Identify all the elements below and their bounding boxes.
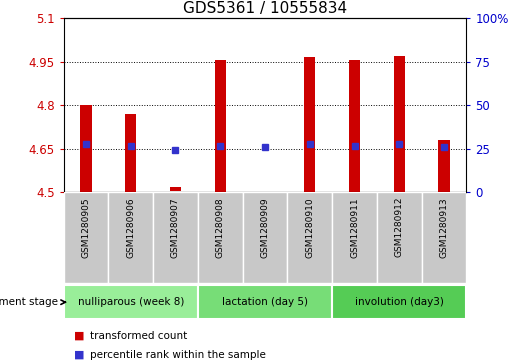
Bar <box>64 285 198 319</box>
Bar <box>81 105 92 192</box>
Bar <box>304 57 315 192</box>
Text: transformed count: transformed count <box>90 331 187 341</box>
Text: GSM1280909: GSM1280909 <box>261 197 269 258</box>
Bar <box>349 60 360 192</box>
Bar <box>170 187 181 191</box>
Text: GSM1280910: GSM1280910 <box>305 197 314 258</box>
Title: GDS5361 / 10555834: GDS5361 / 10555834 <box>183 1 347 16</box>
Bar <box>108 192 153 283</box>
Text: ■: ■ <box>74 331 85 341</box>
Text: involution (day3): involution (day3) <box>355 297 444 307</box>
Bar <box>394 56 405 192</box>
Text: GSM1280906: GSM1280906 <box>126 197 135 258</box>
Bar <box>125 114 136 192</box>
Text: GSM1280911: GSM1280911 <box>350 197 359 258</box>
Bar <box>422 192 466 283</box>
Bar <box>287 192 332 283</box>
Bar <box>332 285 466 319</box>
Bar <box>64 192 108 283</box>
Bar <box>198 192 243 283</box>
Bar <box>438 140 449 192</box>
Bar <box>377 192 422 283</box>
Bar <box>198 285 332 319</box>
Text: GSM1280912: GSM1280912 <box>395 197 404 257</box>
Text: ■: ■ <box>74 350 85 360</box>
Bar <box>215 60 226 192</box>
Text: GSM1280908: GSM1280908 <box>216 197 225 258</box>
Text: GSM1280905: GSM1280905 <box>82 197 91 258</box>
Text: lactation (day 5): lactation (day 5) <box>222 297 308 307</box>
Text: GSM1280907: GSM1280907 <box>171 197 180 258</box>
Text: GSM1280913: GSM1280913 <box>439 197 448 258</box>
Bar <box>243 192 287 283</box>
Text: nulliparous (week 8): nulliparous (week 8) <box>77 297 184 307</box>
Text: development stage: development stage <box>0 297 58 307</box>
Bar <box>153 192 198 283</box>
Text: percentile rank within the sample: percentile rank within the sample <box>90 350 266 360</box>
Bar <box>332 192 377 283</box>
